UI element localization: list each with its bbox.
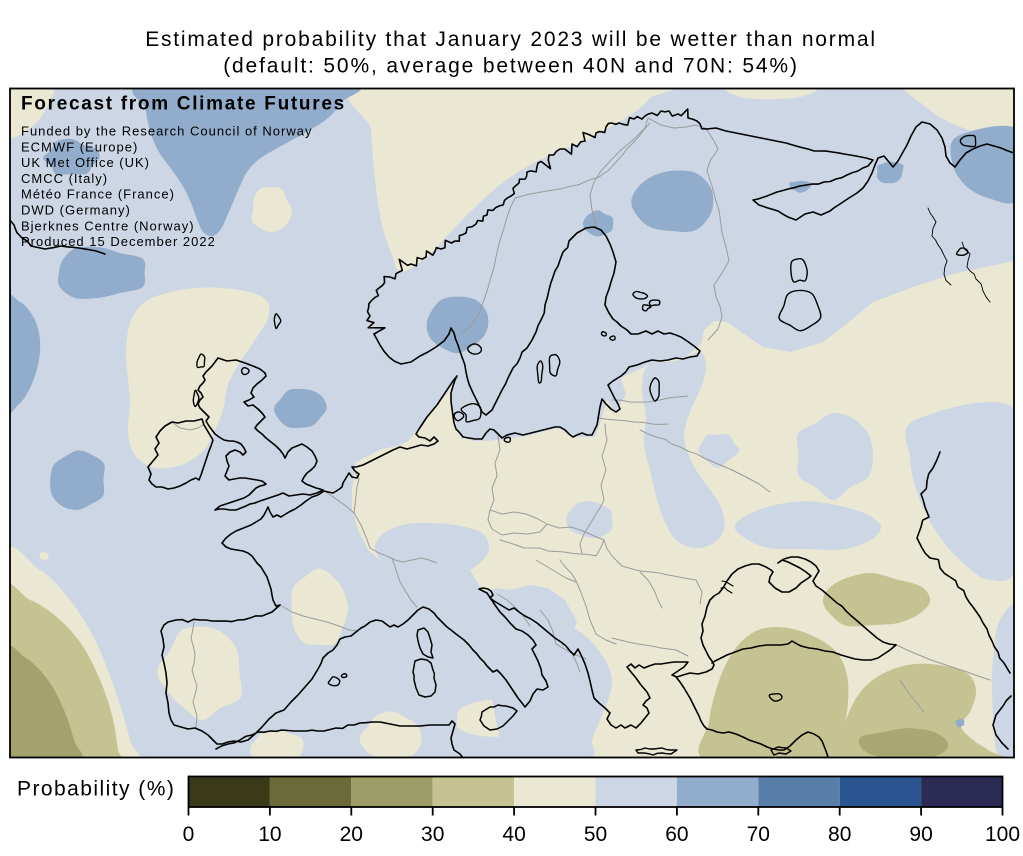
svg-text:70: 70 [747, 823, 770, 846]
svg-text:(default: 50%, average between: (default: 50%, average between 40N and 7… [223, 55, 799, 78]
svg-text:100: 100 [985, 823, 1020, 846]
svg-text:DWD (Germany): DWD (Germany) [21, 203, 131, 218]
svg-text:20: 20 [340, 823, 363, 846]
svg-text:50: 50 [584, 823, 607, 846]
svg-text:Produced 15 December 2022: Produced 15 December 2022 [21, 234, 216, 249]
svg-text:ECMWF (Europe): ECMWF (Europe) [21, 139, 138, 154]
svg-text:Forecast from Climate Futures: Forecast from Climate Futures [21, 94, 346, 115]
svg-text:90: 90 [909, 823, 932, 846]
svg-text:40: 40 [502, 823, 525, 846]
svg-text:0: 0 [183, 823, 195, 846]
svg-text:Bjerknes Centre (Norway): Bjerknes Centre (Norway) [21, 218, 195, 233]
svg-text:Probability (%): Probability (%) [17, 778, 175, 801]
svg-text:10: 10 [258, 823, 281, 846]
svg-text:60: 60 [665, 823, 688, 846]
svg-text:80: 80 [828, 823, 851, 846]
svg-text:Météo France (France): Météo France (France) [21, 187, 175, 202]
svg-text:Funded by the Research Council: Funded by the Research Council of Norway [21, 124, 312, 139]
svg-text:UK Met Office (UK): UK Met Office (UK) [21, 155, 150, 170]
svg-text:Estimated probability that Jan: Estimated probability that January 2023 … [145, 28, 877, 51]
svg-text:CMCC (Italy): CMCC (Italy) [21, 171, 108, 186]
svg-text:30: 30 [421, 823, 444, 846]
